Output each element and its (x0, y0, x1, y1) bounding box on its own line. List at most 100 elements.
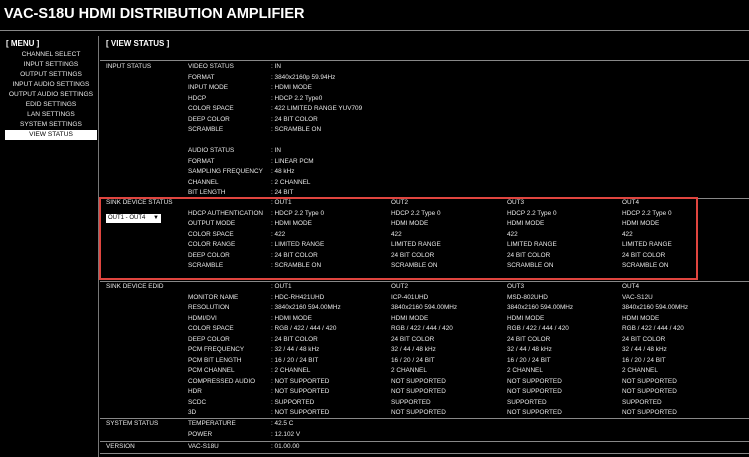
field-value: : HDC-RH421UHD (271, 293, 325, 301)
field-value: RGB / 422 / 444 / 420 (622, 325, 684, 332)
field-value: : LIMITED RANGE (271, 241, 325, 248)
field-label: COLOR RANGE (188, 241, 236, 248)
field-value: HDMI MODE (391, 220, 429, 227)
divider (100, 453, 749, 454)
field-label: 3D (188, 409, 197, 416)
page-title: [ VIEW STATUS ] (106, 39, 170, 48)
status-row: BIT LENGTH: 24 BIT (100, 188, 749, 199)
field-label: OUTPUT MODE (188, 220, 236, 227)
field-label: PCM BIT LENGTH (188, 356, 242, 364)
field-value: : 24 BIT COLOR (271, 335, 318, 343)
field-value: 422 (391, 230, 402, 238)
field-label: DEEP COLOR (188, 251, 230, 259)
menu-header: [ MENU ] (6, 39, 40, 48)
highlight-box (99, 197, 698, 280)
divider (100, 441, 749, 442)
status-row: HDCP: HDCP 2.2 Type0 (100, 94, 749, 105)
status-row: SAMPLING FREQUENCY : 48 kHz (100, 167, 749, 178)
field-label: DEEP COLOR (188, 115, 230, 123)
field-value: 16 / 20 / 24 BIT (622, 356, 666, 364)
field-value: : 3840x2160 594.00MHz (271, 304, 341, 311)
field-value: 32 / 44 / 48 kHz (391, 346, 436, 353)
section-label: VERSION (106, 443, 135, 450)
menu-item[interactable]: OUTPUT AUDIO SETTINGS (8, 91, 94, 98)
field-value: : NOT SUPPORTED (271, 409, 330, 416)
field-value: HDMI MODE (622, 220, 660, 227)
field-label: DEEP COLOR (188, 335, 230, 343)
status-row: HDR: NOT SUPPORTED NOT SUPPORTED NOT SUPPO… (100, 387, 749, 398)
field-label: PCM CHANNEL (188, 367, 235, 374)
field-value: VAC-S12U (622, 293, 653, 301)
status-row: RESOLUTION: 3840x2160 594.00MHz 3840x2160… (100, 303, 749, 314)
menu-item[interactable]: EDID SETTINGS (25, 101, 77, 108)
status-row: INPUT MODE: HDMI MODE (100, 83, 749, 94)
status-row: FORMAT: LINEAR PCM (100, 157, 749, 168)
status-row: MONITOR NAME: HDC-RH421UHD ICP-401UHD MSD-… (100, 293, 749, 304)
status-row: 3D : NOT SUPPORTED NOT SUPPORTED NOT SUPPOR… (100, 408, 749, 419)
field-value: HDCP 2.2 Type 0 (391, 209, 441, 217)
status-row: PCM FREQUENCY: 32 / 44 / 48 kHz 32 / 44 /… (100, 345, 749, 356)
field-value: OUT4 (622, 199, 640, 206)
status-row: PCM BIT LENGTH: 16 / 20 / 24 BIT 16 / 20 … (100, 356, 749, 367)
field-value: : NOT SUPPORTED (271, 377, 330, 385)
field-value: : 42.5 C (271, 420, 294, 427)
field-value: 24 BIT COLOR (507, 251, 551, 259)
field-value: SUPPORTED (391, 398, 431, 406)
field-value: 24 BIT COLOR (391, 335, 435, 343)
field-value: : HDCP 2.2 Type 0 (271, 209, 325, 217)
field-value: LIMITED RANGE (391, 241, 441, 248)
field-value: 24 BIT COLOR (507, 335, 551, 343)
menu-item[interactable]: OUTPUT SETTINGS (20, 71, 82, 78)
field-value: LIMITED RANGE (622, 241, 672, 248)
status-row: SCDC: SUPPORTED SUPPORTED SUPPORTED SUPPORT… (100, 398, 749, 409)
menu-item[interactable]: INPUT AUDIO SETTINGS (12, 81, 90, 88)
field-value: SUPPORTED (622, 398, 662, 406)
field-label: SCRAMBLE (188, 262, 224, 269)
field-value: : 2 CHANNEL (271, 367, 311, 374)
menu-item[interactable]: CHANNEL SELECT (21, 51, 81, 58)
field-value: : HDMI MODE (271, 220, 312, 227)
field-value: 16 / 20 / 24 BIT (507, 356, 551, 364)
divider (100, 418, 749, 419)
field-value: SCRAMBLE ON (391, 262, 438, 269)
field-value: HDMI MODE (622, 314, 660, 322)
menu-item[interactable]: VIEW STATUS (5, 130, 97, 140)
menu-item[interactable]: LAN SETTINGS (27, 111, 75, 118)
section-label: INPUT STATUS (106, 63, 152, 70)
field-value: : RGB / 422 / 444 / 420 (271, 325, 337, 332)
field-value: : IN (271, 147, 281, 154)
field-value: : HDMI MODE (271, 314, 312, 322)
field-label: INPUT MODE (188, 84, 229, 91)
field-value: : 24 BIT COLOR (271, 251, 318, 259)
field-value: NOT SUPPORTED (622, 409, 677, 416)
field-value: NOT SUPPORTED (391, 409, 446, 416)
field-label: SCDC (188, 398, 207, 406)
field-value: : 48 kHz (271, 168, 295, 175)
field-value: NOT SUPPORTED (507, 377, 562, 385)
field-value: NOT SUPPORTED (507, 388, 562, 395)
output-range-select[interactable]: OUT1 - OUT4 ▼ (106, 214, 161, 223)
field-label: TEMPERATURE (188, 420, 236, 427)
field-value: : OUT1 (271, 199, 292, 206)
field-value: 16 / 20 / 24 BIT (391, 356, 435, 364)
select-value: OUT1 - OUT4 (108, 215, 146, 221)
field-value: 3840x2160 594.00MHz (507, 304, 574, 311)
field-value: NOT SUPPORTED (622, 377, 677, 385)
field-label: AUDIO STATUS (188, 147, 235, 154)
field-value: LIMITED RANGE (507, 241, 557, 248)
field-label: SAMPLING FREQUENCY (188, 168, 263, 175)
field-value: RGB / 422 / 444 / 420 (391, 325, 453, 332)
menu-item[interactable]: SYSTEM SETTINGS (20, 121, 82, 128)
field-value: 24 BIT COLOR (622, 335, 666, 343)
field-value: : OUT1 (271, 283, 292, 290)
field-label: HDCP (188, 94, 207, 102)
status-row: SYSTEM STATUS TEMPERATURE: 42.5 C (100, 419, 749, 430)
field-value: HDCP 2.2 Type 0 (622, 209, 672, 217)
field-value: OUT4 (622, 283, 640, 290)
field-value: 422 (507, 230, 518, 238)
divider (100, 60, 749, 61)
version-section: VERSION VAC-S18U: 01.00.00 (100, 442, 749, 453)
field-value: : 2 CHANNEL (271, 178, 311, 186)
menu-item[interactable]: INPUT SETTINGS (23, 61, 79, 68)
divider (98, 36, 99, 457)
